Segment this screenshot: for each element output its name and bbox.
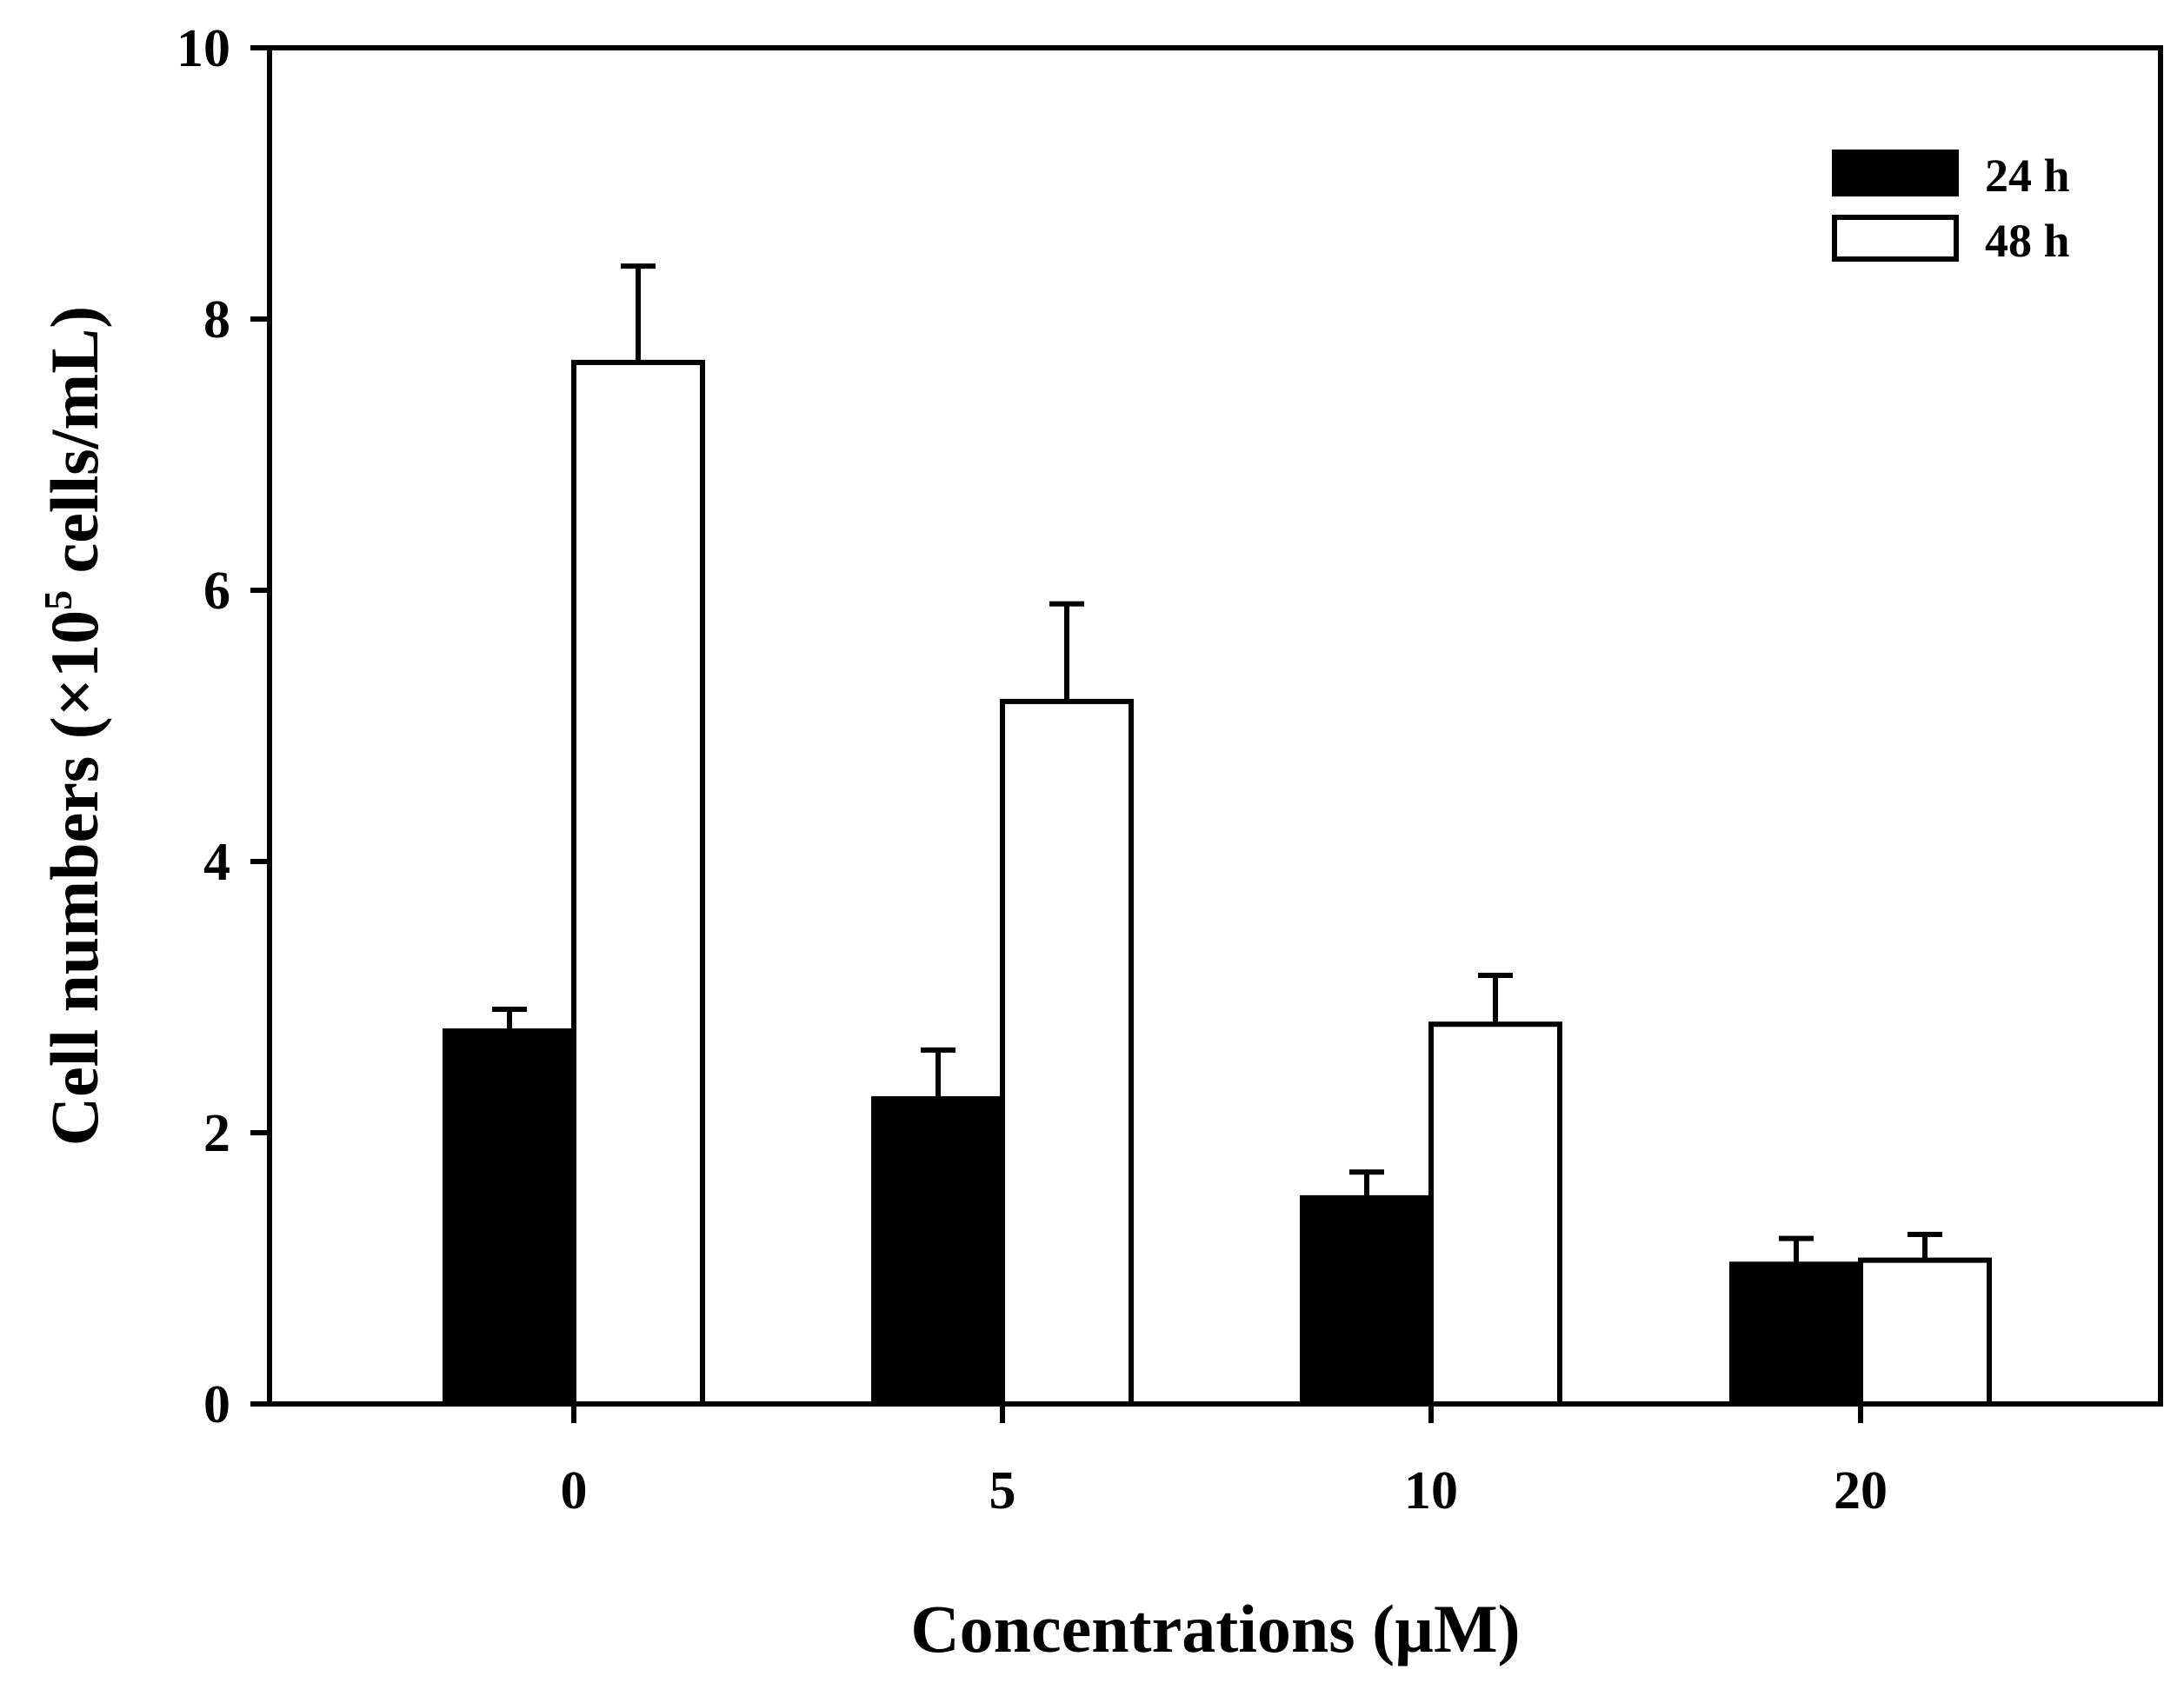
x-axis-label: Concentrations (µM) [910,1591,1520,1666]
plot-frame [267,45,2163,1407]
y-axis-label-superscript: 5 [36,590,80,610]
bar-48h-20 [1858,1257,1992,1407]
bar-48h-5 [1000,698,1134,1407]
bar-24h-5 [871,1096,1005,1407]
legend-label: 24 h [1985,150,2070,202]
bar-24h-0 [443,1028,576,1407]
x-tick-label: 20 [1834,1461,1888,1520]
y-tick-label: 6 [203,562,230,621]
bar-24h-10 [1300,1194,1434,1407]
y-axis-label-suffix: cells/mL) [37,306,112,590]
legend-swatch [1832,150,1959,196]
y-tick-label: 0 [203,1375,230,1434]
y-tick-label: 8 [203,290,230,349]
legend-label: 48 h [1985,215,2070,267]
y-tick-label: 2 [203,1104,230,1163]
legend: 24 h 48 h [1832,150,2070,267]
y-tick-label: 4 [203,833,230,892]
x-tick-label: 0 [561,1461,588,1520]
x-axis-ticks: 0 5 10 20 [561,1404,1888,1520]
bar-48h-10 [1428,1021,1562,1407]
bar-series [443,263,1992,1407]
y-axis-ticks: 0 2 4 6 8 10 [176,19,270,1434]
x-tick-label: 5 [989,1461,1016,1520]
x-tick-label: 10 [1404,1461,1458,1520]
bar-48h-0 [571,359,705,1407]
y-axis-label-prefix: Cell numbers (×10 [37,610,112,1146]
y-axis-label: Cell numbers (×105 cells/mL) [36,306,112,1147]
legend-swatch [1832,215,1959,262]
y-tick-label: 10 [176,19,230,78]
bar-24h-20 [1729,1261,1863,1407]
